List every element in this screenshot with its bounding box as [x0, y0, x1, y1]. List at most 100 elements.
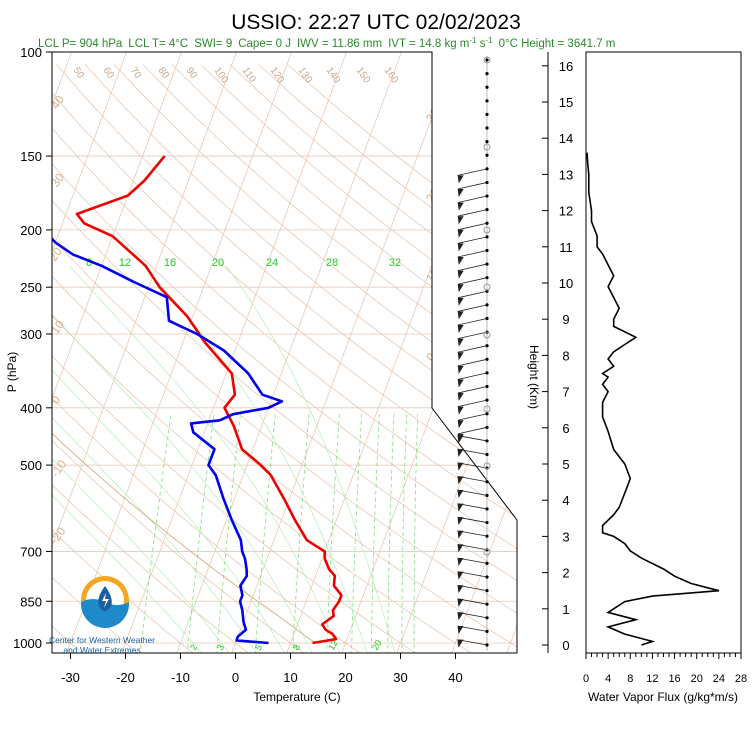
- x-tick-label-3: 0: [232, 670, 239, 685]
- dry-adiabat-label-9: 140: [324, 65, 343, 85]
- height-ylabel: Height (Km): [527, 345, 541, 409]
- p-tick-label-0: 100: [20, 45, 42, 60]
- barb-shaft-20: [457, 331, 488, 340]
- barb-calm-circle-5: [483, 405, 491, 413]
- barb-flag-37: [457, 558, 464, 567]
- barb-flag-13: [457, 243, 464, 252]
- barb-flag-28: [457, 435, 464, 444]
- skewt-frame: [51, 51, 518, 654]
- subtitle-cape: Cape= 0 J: [238, 38, 291, 50]
- moist-adiabat--5: [52, 265, 204, 653]
- p-tick-label-1: 150: [20, 149, 42, 164]
- barb-flag-19: [457, 325, 464, 334]
- barb-calm-circle-4: [483, 331, 491, 339]
- p-tick-label-4: 300: [20, 327, 42, 342]
- mixing-ratio-line-3: [216, 414, 241, 653]
- dry-adiabat-label-6: 110: [240, 65, 258, 85]
- barb-shaft-15: [457, 263, 488, 272]
- height-tick-label-1: 1: [562, 602, 569, 617]
- dry-adiabat-60: [52, 64, 517, 653]
- subtitle-ivt-sup2: -1: [485, 36, 493, 45]
- barb-shaft-24: [457, 386, 488, 394]
- barb-shaft-9: [457, 182, 488, 190]
- barb-flag-31: [457, 476, 464, 485]
- x-tick-label-1: -20: [116, 670, 135, 685]
- barb-calm-circle-2: [483, 226, 491, 234]
- barb-flag-26: [457, 420, 464, 429]
- barb-dot-11: [485, 208, 489, 212]
- barb-flag-23: [457, 379, 464, 388]
- barb-dot-35: [485, 534, 489, 538]
- barb-flag-34: [457, 517, 464, 526]
- mixing-ratio-line-20: [370, 414, 380, 653]
- barb-shaft-14: [457, 250, 488, 258]
- vapor-flux-axes: 0 4 8 12 16 20 24 28 Water Vapor Flux (g/kg*m/s): [583, 152, 747, 704]
- mixing-ratio-label-top-0: 8: [86, 257, 92, 269]
- moist-adiabat-0: [52, 265, 232, 653]
- mixing-ratio-line-5: [254, 414, 276, 653]
- mixing-ratio-label-top-1: 12: [119, 257, 131, 269]
- cw3e-logo: Center for Western Weather and Water Ext…: [49, 576, 155, 655]
- barb-flag-39: [457, 585, 464, 594]
- moist-adiabat-30: [225, 265, 397, 653]
- logo-line2: and Water Extremes: [63, 645, 140, 655]
- p-tick-label-2: 200: [20, 223, 42, 238]
- skewt-sounding-curves: [52, 155, 343, 645]
- barb-shaft-18: [457, 304, 488, 312]
- dry-adiabat-70: [52, 64, 517, 653]
- barb-flag-9: [457, 188, 464, 197]
- barb-calm-circle-6: [483, 462, 491, 470]
- height-tick-label-16: 16: [559, 59, 573, 74]
- isotherm-line-8: [52, 52, 248, 653]
- isotherm-label-0: 40: [48, 92, 67, 111]
- barb-dot-7: [485, 153, 489, 157]
- barb-dot-13: [485, 235, 489, 239]
- barb-flag-11: [457, 216, 464, 225]
- barb-flag-30: [457, 462, 464, 471]
- flux-tick-label-2: 8: [627, 673, 633, 685]
- height-tick-label-6: 6: [562, 421, 569, 436]
- height-tick-label-8: 8: [562, 348, 569, 363]
- barb-shaft-19: [457, 318, 488, 326]
- barb-flag-41: [457, 612, 464, 621]
- mixing-ratio-label-bottom-5: 20: [370, 638, 384, 652]
- mixing-ratio-label-top-2: 16: [164, 257, 176, 269]
- dry-adiabat-80: [52, 64, 517, 653]
- barb-flag-8: [457, 175, 464, 184]
- barb-shaft-25: [457, 399, 488, 408]
- isotherm-label-12: 20: [469, 441, 488, 460]
- x-tick-label-0: -30: [61, 670, 80, 685]
- mixing-ratio-line-16: [351, 414, 363, 653]
- p-tick-label-6: 500: [20, 458, 42, 473]
- dry-adiabat-label-7: 120: [268, 65, 287, 85]
- subtitle-ivt-s: s: [477, 38, 486, 50]
- height-tick-label-5: 5: [562, 457, 569, 472]
- barb-flag-12: [457, 229, 464, 238]
- isotherm-line-18: [561, 25, 753, 656]
- barb-flag-32: [457, 489, 464, 498]
- barb-flag-43: [457, 639, 464, 648]
- barb-shaft-8: [457, 168, 488, 176]
- barb-dot-3: [485, 99, 489, 103]
- dry-adiabat-170: [229, 64, 517, 653]
- barb-calm-circle-3: [483, 283, 491, 291]
- barb-shaft-16: [457, 277, 488, 285]
- parcel-trace-line: [52, 52, 316, 644]
- mixing-ratio-label-bottom-2: 5: [253, 643, 264, 652]
- mixing-ratio-label-bottom-3: 8: [291, 643, 302, 652]
- dry-adiabat-20: [52, 64, 364, 653]
- mixing-ratio-label-bottom-0: 2: [188, 643, 199, 652]
- skewt-background-lines: 50 60 70 80 90 100 110 120 130 140 150 160403020100…: [48, 25, 753, 656]
- moist-adiabat-20: [69, 265, 342, 653]
- dry-adiabat-100: [52, 64, 517, 653]
- logo-line1: Center for Western Weather: [49, 635, 155, 645]
- vapor-flux-line: [586, 152, 720, 646]
- height-tick-label-7: 7: [562, 385, 569, 400]
- mixing-ratio-line-28: [401, 414, 408, 653]
- logo-bolt-icon: [102, 593, 109, 608]
- dry-adiabat-130: [113, 64, 517, 653]
- flux-tick-label-7: 28: [735, 673, 747, 685]
- dry-adiabat-110: [56, 64, 517, 653]
- temperature-line: [75, 155, 343, 645]
- barb-flag-10: [457, 202, 464, 211]
